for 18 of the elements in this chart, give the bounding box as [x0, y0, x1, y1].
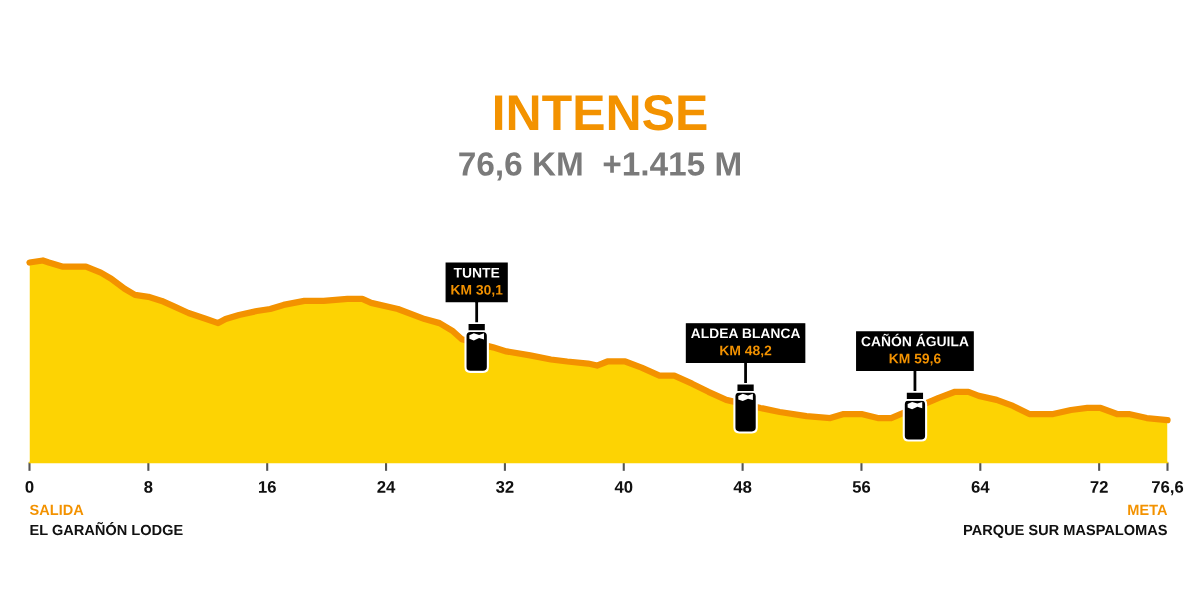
x-tick-label: 56	[852, 481, 871, 493]
x-tick-label: 16	[258, 481, 276, 493]
chart-title: INTENSE	[494, 95, 707, 131]
annotation: CAÑÓN ÁGUILA KM 59,6	[861, 333, 969, 366]
x-tick-label: 0	[25, 481, 34, 493]
text: META PARQUE SUR MASPALOMAS	[964, 504, 1168, 538]
annotation: TUNTE KM 30,1	[451, 267, 503, 297]
annotation: ALDEA BLANCA KM 48,2	[691, 328, 801, 358]
x-tick-label: 48	[733, 481, 752, 493]
chart-subtitle: 76,6 KM +1.415 M	[459, 152, 740, 181]
x-tick-label: 64	[971, 481, 990, 493]
x-tick-label: 24	[377, 481, 396, 493]
x-tick-label: 32	[496, 481, 514, 493]
x-tick-label: 40	[614, 481, 633, 493]
x-tick-label: 72	[1090, 481, 1108, 493]
text: SALIDA EL GARAÑÓN LODGE	[29, 504, 183, 536]
x-tick-label: 76,6	[1152, 481, 1184, 496]
x-tick-label: 8	[144, 481, 153, 493]
